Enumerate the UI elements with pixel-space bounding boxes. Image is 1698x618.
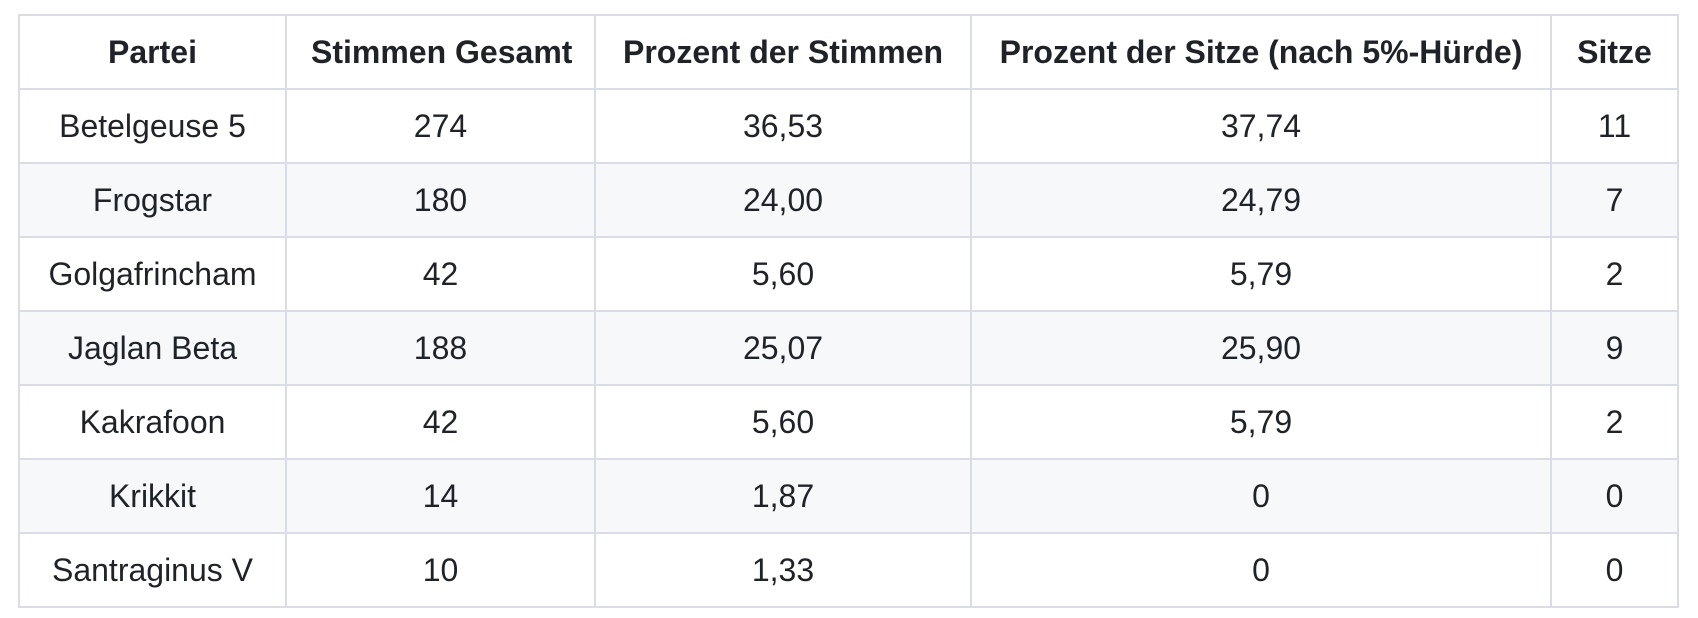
party-name-cell: Frogstar xyxy=(18,162,287,238)
value-cell-sitze: 11 xyxy=(1550,88,1679,164)
value-cell-prozent-der-stimmen: 5,60 xyxy=(594,236,972,312)
value-cell-stimmen-gesamt: 274 xyxy=(285,88,596,164)
table-row-jaglan-beta: Jaglan Beta 188 25,07 25,90 9 xyxy=(18,310,1679,386)
table-row-kakrafoon: Kakrafoon 42 5,60 5,79 2 xyxy=(18,384,1679,460)
column-header-prozent-der-sitze-nach-5-h-rde: Prozent der Sitze (nach 5%-Hürde) xyxy=(970,14,1552,90)
value-cell-sitze: 2 xyxy=(1550,236,1679,312)
value-cell-stimmen-gesamt: 10 xyxy=(285,532,596,608)
table-row-frogstar: Frogstar 180 24,00 24,79 7 xyxy=(18,162,1679,238)
column-header-partei: Partei xyxy=(18,14,287,90)
party-name-cell: Golgafrincham xyxy=(18,236,287,312)
table-row-golgafrincham: Golgafrincham 42 5,60 5,79 2 xyxy=(18,236,1679,312)
value-cell-prozent-der-sitze-nach-5-h-rde: 0 xyxy=(970,532,1552,608)
column-header-stimmen-gesamt: Stimmen Gesamt xyxy=(285,14,596,90)
value-cell-prozent-der-stimmen: 1,87 xyxy=(594,458,972,534)
value-cell-prozent-der-stimmen: 1,33 xyxy=(594,532,972,608)
column-header-sitze: Sitze xyxy=(1550,14,1679,90)
table-row-santraginus-v: Santraginus V 10 1,33 0 0 xyxy=(18,532,1679,608)
table-header: Partei Stimmen Gesamt Prozent der Stimmen P… xyxy=(18,14,1679,90)
party-name-cell: Santraginus V xyxy=(18,532,287,608)
value-cell-prozent-der-sitze-nach-5-h-rde: 37,74 xyxy=(970,88,1552,164)
table-body: Betelgeuse 5 274 36,53 37,74 11 Frogstar 180 24… xyxy=(18,88,1679,608)
party-name-cell: Jaglan Beta xyxy=(18,310,287,386)
value-cell-stimmen-gesamt: 188 xyxy=(285,310,596,386)
value-cell-prozent-der-sitze-nach-5-h-rde: 5,79 xyxy=(970,236,1552,312)
value-cell-prozent-der-stimmen: 36,53 xyxy=(594,88,972,164)
value-cell-sitze: 9 xyxy=(1550,310,1679,386)
value-cell-prozent-der-sitze-nach-5-h-rde: 24,79 xyxy=(970,162,1552,238)
value-cell-prozent-der-stimmen: 24,00 xyxy=(594,162,972,238)
value-cell-sitze: 2 xyxy=(1550,384,1679,460)
value-cell-sitze: 0 xyxy=(1550,532,1679,608)
value-cell-sitze: 7 xyxy=(1550,162,1679,238)
party-name-cell: Betelgeuse 5 xyxy=(18,88,287,164)
party-name-cell: Krikkit xyxy=(18,458,287,534)
value-cell-stimmen-gesamt: 14 xyxy=(285,458,596,534)
value-cell-prozent-der-sitze-nach-5-h-rde: 0 xyxy=(970,458,1552,534)
header-row: Partei Stimmen Gesamt Prozent der Stimmen P… xyxy=(18,14,1679,90)
value-cell-prozent-der-stimmen: 25,07 xyxy=(594,310,972,386)
table-row-krikkit: Krikkit 14 1,87 0 0 xyxy=(18,458,1679,534)
value-cell-stimmen-gesamt: 42 xyxy=(285,236,596,312)
value-cell-sitze: 0 xyxy=(1550,458,1679,534)
value-cell-stimmen-gesamt: 180 xyxy=(285,162,596,238)
value-cell-prozent-der-stimmen: 5,60 xyxy=(594,384,972,460)
table-row-betelgeuse-5: Betelgeuse 5 274 36,53 37,74 11 xyxy=(18,88,1679,164)
value-cell-prozent-der-sitze-nach-5-h-rde: 25,90 xyxy=(970,310,1552,386)
value-cell-prozent-der-sitze-nach-5-h-rde: 5,79 xyxy=(970,384,1552,460)
column-header-prozent-der-stimmen: Prozent der Stimmen xyxy=(594,14,972,90)
party-name-cell: Kakrafoon xyxy=(18,384,287,460)
election-results-table: Partei Stimmen Gesamt Prozent der Stimmen P… xyxy=(18,14,1679,608)
value-cell-stimmen-gesamt: 42 xyxy=(285,384,596,460)
